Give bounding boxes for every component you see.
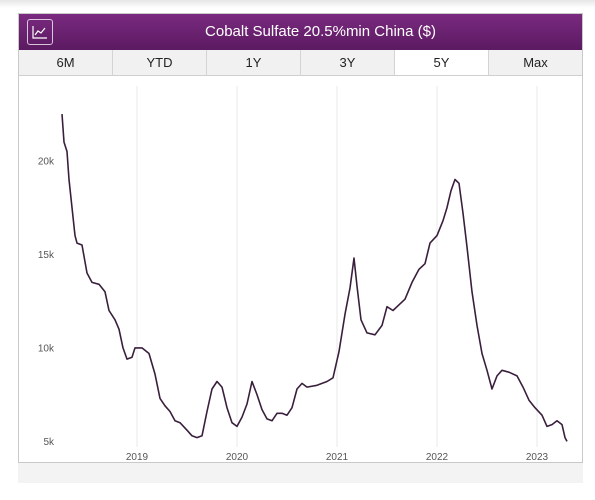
tab-3y[interactable]: 3Y [301, 50, 395, 75]
tab-max[interactable]: Max [523, 55, 548, 70]
x-tick-label: 2019 [126, 452, 149, 462]
chart-header: Cobalt Sulfate 20.5%min China ($) [19, 14, 582, 50]
tab-1y[interactable]: 1Y [207, 50, 301, 75]
tick-layer: 2019 2020 2021 2022 2023 5k 10k 15k 20k [38, 156, 549, 462]
tab-5y[interactable]: 5Y [395, 50, 489, 75]
chart-type-button[interactable] [27, 19, 53, 45]
top-shadow [0, 0, 595, 8]
chart-title: Cobalt Sulfate 20.5%min China ($) [205, 23, 436, 40]
tab-6m[interactable]: 6M [19, 50, 113, 75]
bottom-strip [18, 463, 583, 483]
x-tick-label: 2020 [226, 452, 249, 462]
range-tabs: 6M YTD 1Y 3Y 5Y Max [19, 50, 582, 76]
y-tick-label: 15k [38, 250, 55, 261]
grid-layer [136, 86, 538, 447]
price-chart: 2019 2020 2021 2022 2023 5k 10k 15k 20k [38, 86, 568, 462]
chart-widget: Cobalt Sulfate 20.5%min China ($) 6M YTD… [18, 13, 583, 463]
price-line [61, 114, 568, 442]
y-tick-label: 10k [38, 343, 55, 354]
plot-area: 2019 2020 2021 2022 2023 5k 10k 15k 20k [19, 76, 582, 462]
x-tick-label: 2023 [526, 452, 549, 462]
y-tick-label: 5k [43, 437, 55, 448]
line-chart-icon [32, 26, 47, 39]
x-tick-label: 2021 [326, 452, 349, 462]
tab-ytd[interactable]: YTD [113, 50, 207, 75]
y-tick-label: 20k [38, 156, 55, 167]
x-tick-label: 2022 [426, 452, 449, 462]
